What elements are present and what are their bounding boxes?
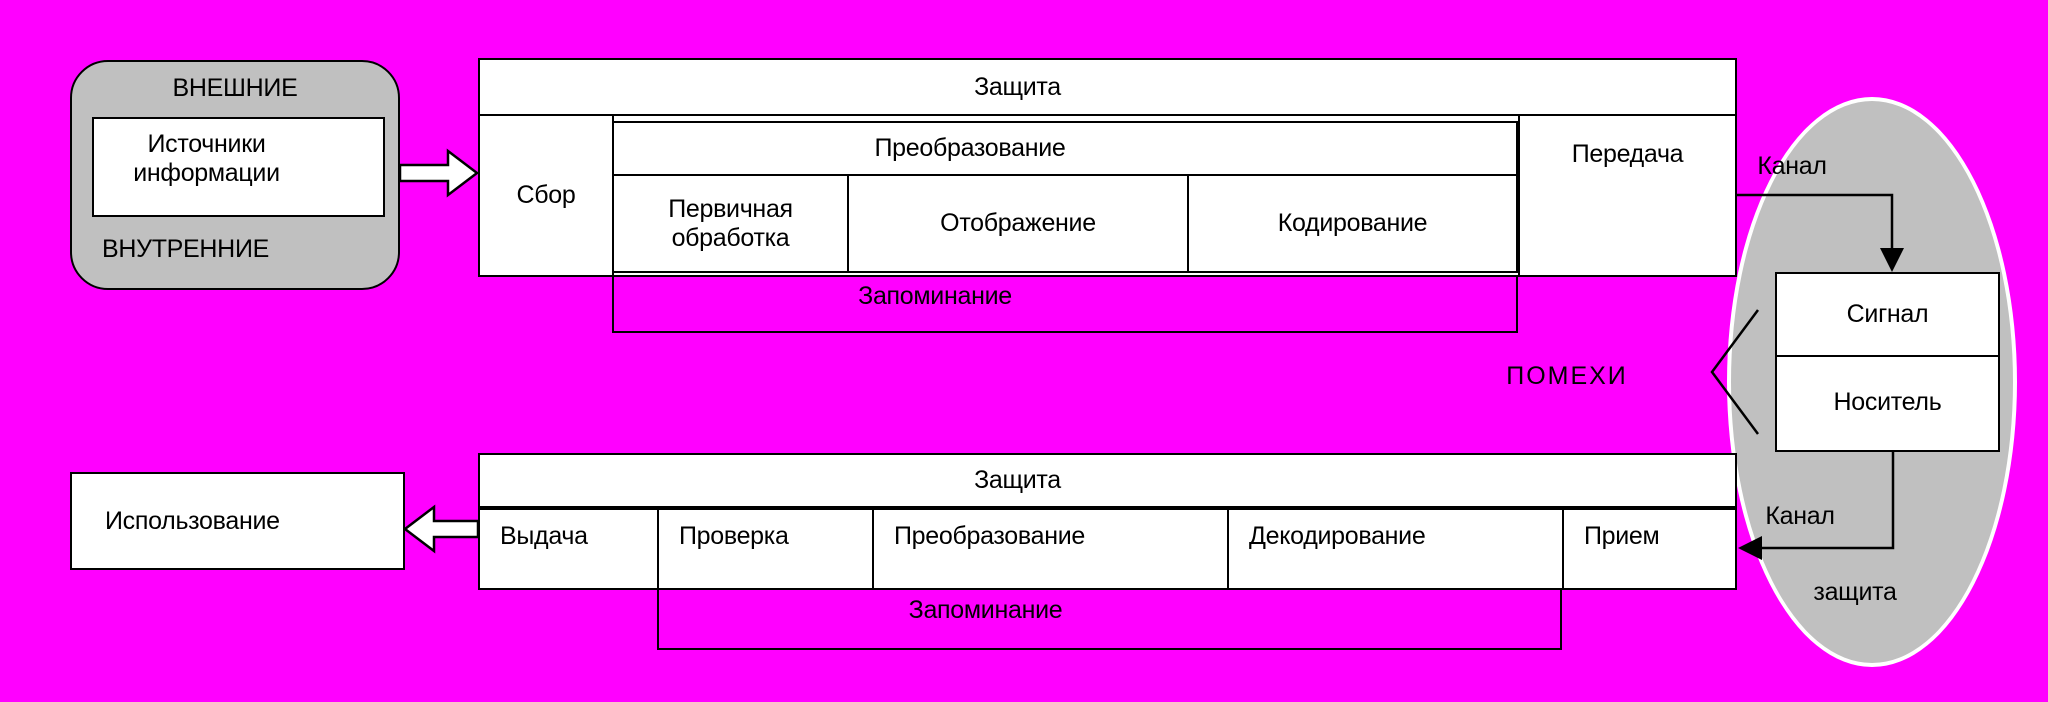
channel-bottom-label: Канал [1765, 502, 1835, 530]
transmit-cell: Передача [1571, 140, 1684, 168]
usage-box: Использование [70, 472, 405, 570]
table-to-usage-arrow-icon [402, 504, 480, 554]
signal-cell: Сигнал [1777, 274, 1998, 357]
transformation-box: Преобразование Первичная обработка Отобр… [612, 121, 1518, 273]
decoding-cell: Декодирование [1249, 522, 1426, 550]
source-to-table-arrow-icon [398, 148, 480, 198]
channel-protection-label: защита [1813, 578, 1897, 606]
cell-divider [872, 510, 874, 588]
display-cell: Отображение [940, 209, 1096, 238]
information-sources-box: Источники информации [92, 117, 385, 217]
top-memorize-bracket: Запоминание [612, 277, 1518, 333]
output-cell: Выдача [500, 522, 588, 550]
information-sources-label: Источники информации [133, 130, 280, 187]
receive-cell: Прием [1584, 522, 1660, 550]
bottom-memorize-label: Запоминание [908, 596, 1063, 624]
bottom-protection-header: Защита [480, 455, 1735, 510]
coding-cell: Кодирование [1277, 209, 1428, 238]
collect-cell: Сбор [516, 181, 576, 210]
top-protection-header: Защита [480, 60, 1735, 116]
bottom-process-table: Защита Выдача Проверка Преобразование Де… [478, 453, 1737, 590]
top-memorize-label: Запоминание [858, 282, 1012, 310]
cell-divider [657, 510, 659, 588]
cell-divider [1227, 510, 1229, 588]
cell-divider [847, 176, 849, 271]
signal-carrier-box: Сигнал Носитель [1775, 272, 2000, 452]
primary-processing-label: Первичная обработка [668, 194, 793, 252]
transform-cell: Преобразование [894, 522, 1085, 550]
usage-label: Использование [105, 506, 280, 535]
transformation-header: Преобразование [614, 123, 1516, 176]
internal-label: ВНУТРЕННИЕ [102, 235, 269, 263]
cell-divider [1187, 176, 1189, 271]
check-cell: Проверка [679, 522, 789, 550]
external-label: ВНЕШНИЕ [172, 74, 298, 102]
transmit-divider [1518, 116, 1520, 275]
cell-divider [1562, 510, 1564, 588]
channel-top-label: Канал [1757, 152, 1827, 180]
sources-panel: ВНЕШНИЕ Источники информации ВНУТРЕННИЕ [70, 60, 400, 290]
carrier-cell: Носитель [1833, 388, 1942, 417]
primary-processing-cell: Первичная обработка [614, 176, 847, 271]
bottom-memorize-bracket: Запоминание [657, 590, 1562, 650]
noise-label: ПОМЕХИ [1506, 362, 1628, 390]
